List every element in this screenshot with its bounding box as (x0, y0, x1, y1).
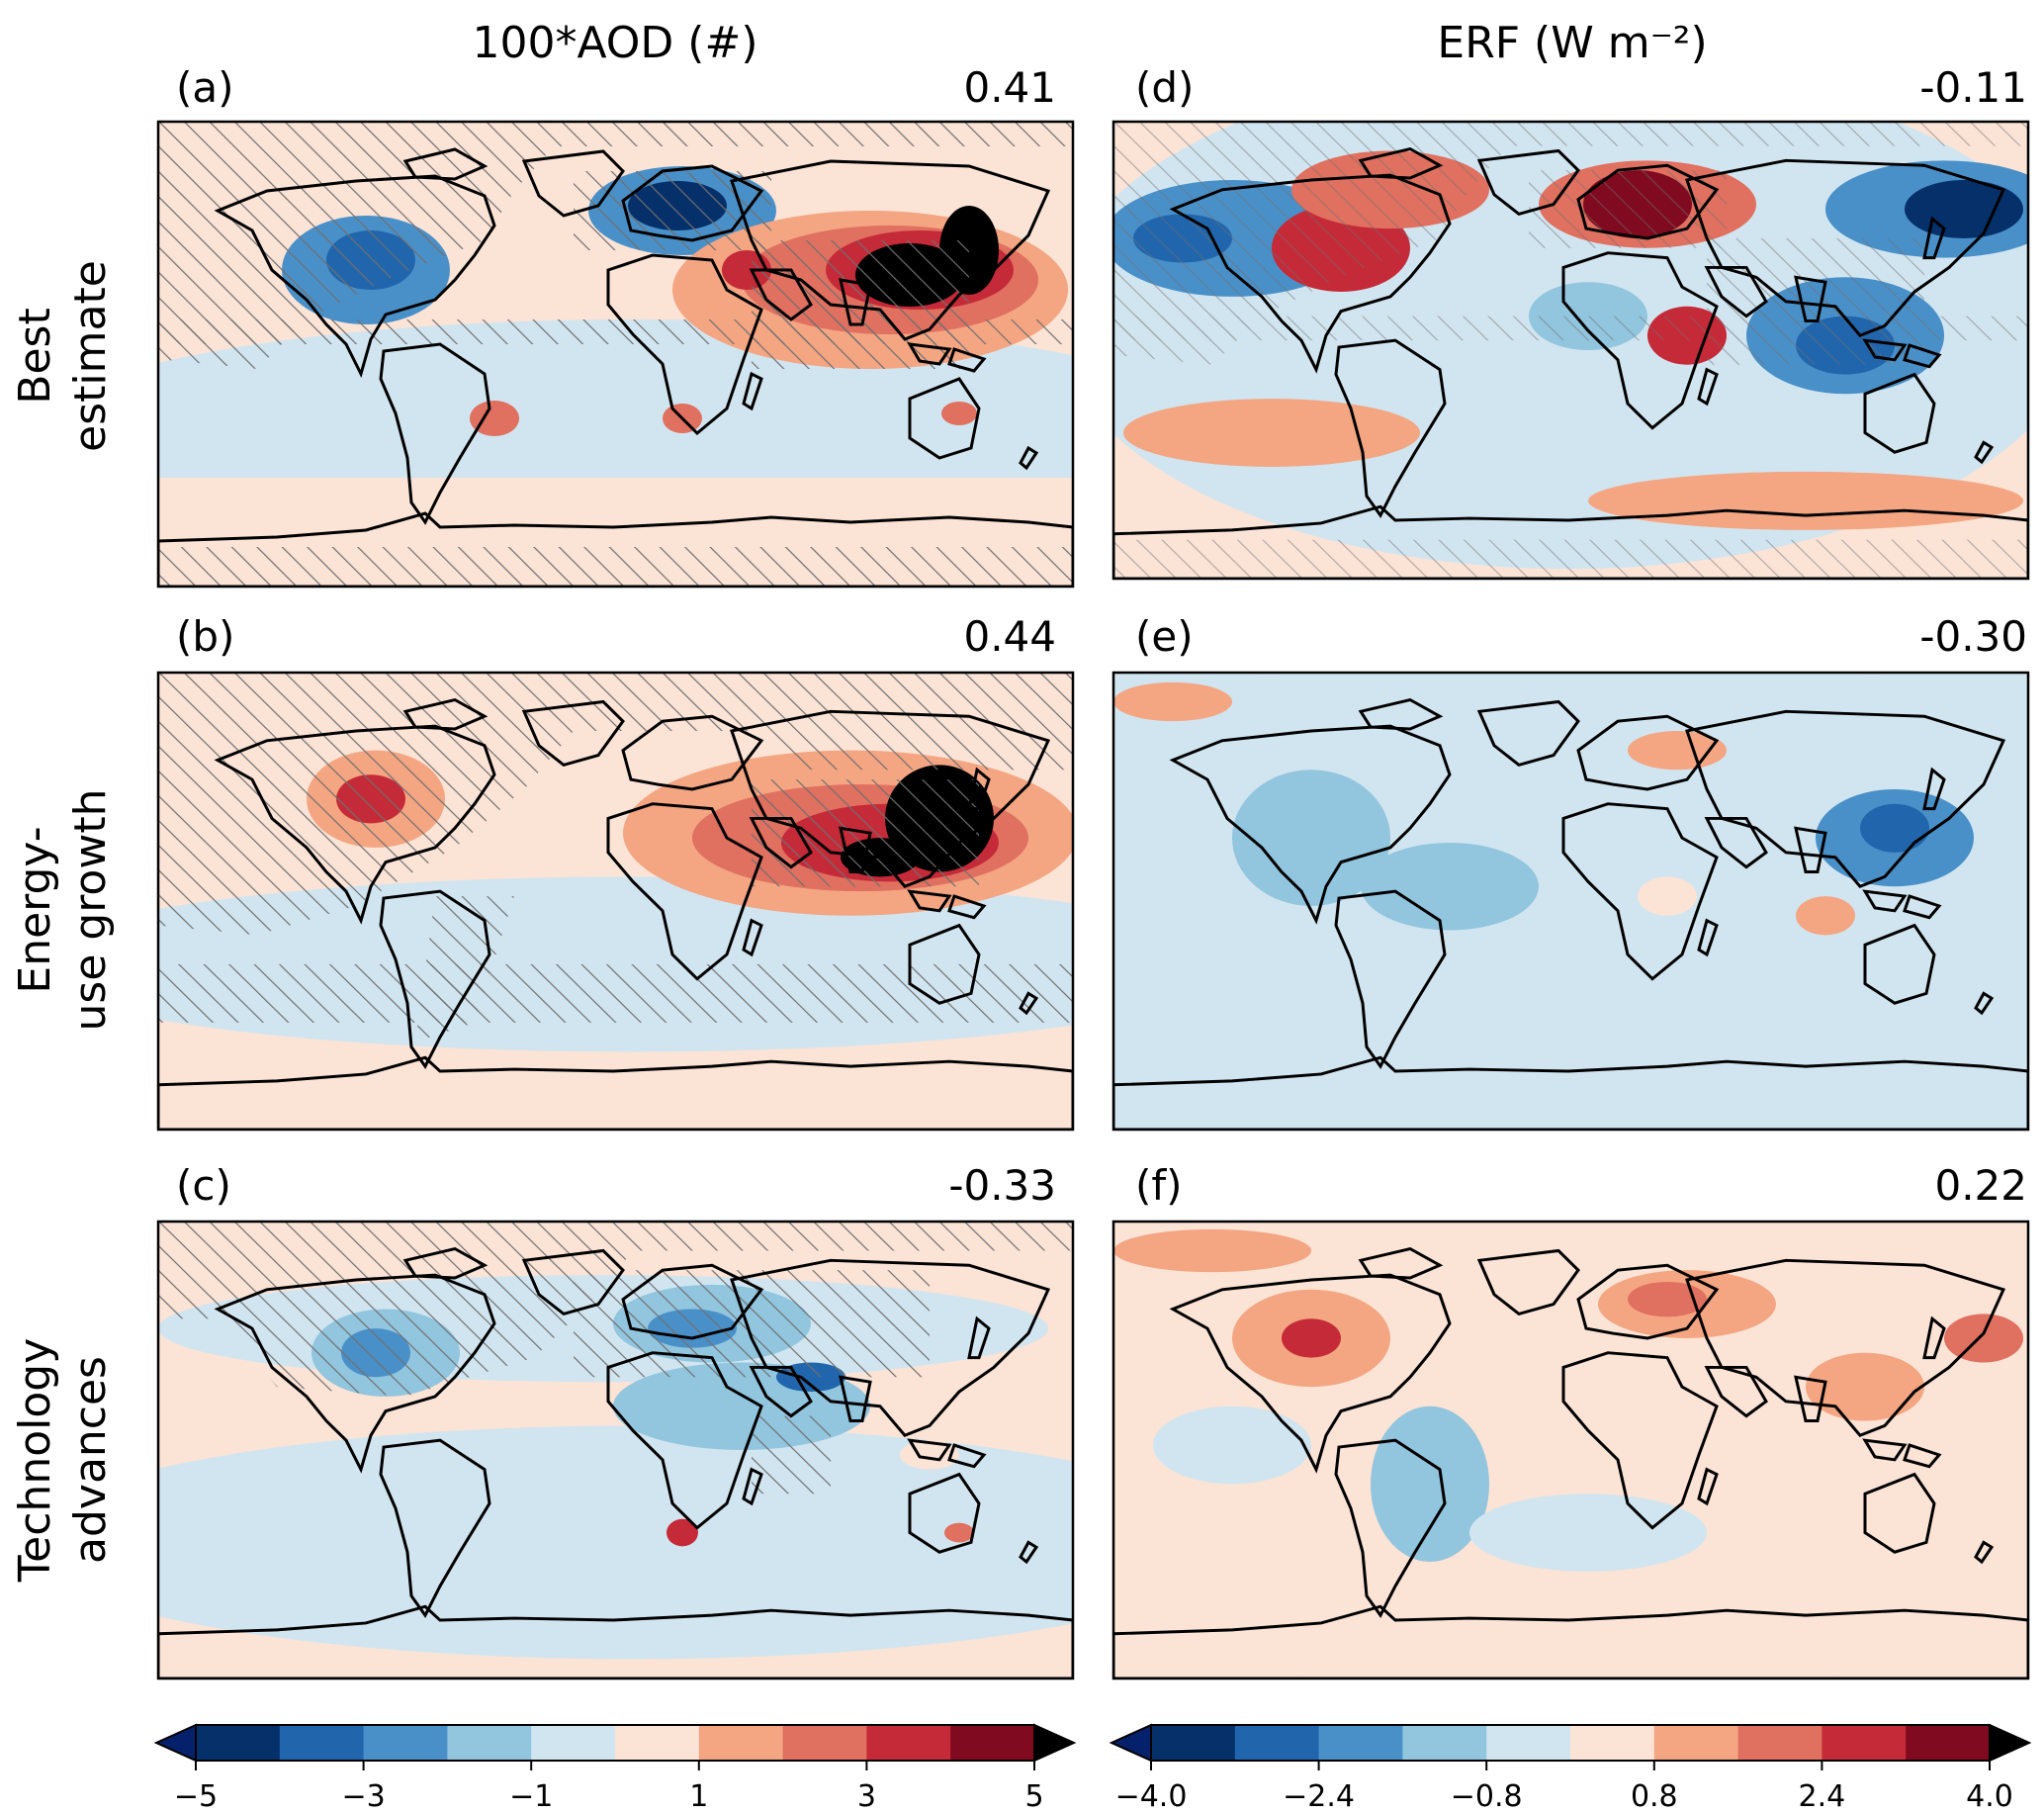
colorbar-aod-tick-label: 1 (689, 1779, 708, 1810)
panel-c-label: (c) (176, 1161, 231, 1210)
panel-a: (a) 0.41 (156, 63, 1075, 589)
panel-e: (e) -0.30 (1111, 612, 2030, 1132)
row-label-energy-use-growth: Energy- use growth (10, 789, 116, 1032)
panel-d-label: (d) (1135, 63, 1194, 112)
colorbar-aod-tick-label: 5 (1024, 1779, 1043, 1810)
colorbar-aod-under-arrow (153, 1723, 197, 1763)
panel-b-label: (b) (176, 612, 234, 661)
colorbar-aod-color-bin (447, 1725, 532, 1761)
panel-d: (d) -0.11 (1111, 63, 2030, 581)
svg-text:Technology: Technology (10, 1338, 60, 1583)
colorbar-erf: −4.0 −2.4 −0.8 0.8 2.4 4.0 (1109, 1723, 2032, 1814)
colorbar-aod-tick-label: −3 (341, 1779, 385, 1810)
colorbar-erf-color-bin (1402, 1725, 1487, 1761)
colorbar-erf-tick-label: −2.4 (1283, 1779, 1355, 1810)
colorbar-erf-tick-label: 0.8 (1631, 1779, 1678, 1810)
panel-e-value: -0.30 (1919, 612, 2027, 661)
colorbar-erf-tick-label: −4.0 (1115, 1779, 1188, 1810)
panel-c-value: -0.33 (948, 1161, 1056, 1210)
svg-text:Best: Best (10, 308, 60, 404)
colorbar-aod-tick-label: −5 (174, 1779, 218, 1810)
svg-text:Energy-: Energy- (10, 826, 60, 993)
colorbar-erf-color-bin (1570, 1725, 1655, 1761)
panel-d-value: -0.11 (1919, 63, 2027, 112)
colorbar-erf-color-bin (1234, 1725, 1320, 1761)
colorbar-aod-color-bin (615, 1725, 700, 1761)
column-title-aod: 100*AOD (#) (472, 18, 757, 68)
colorbar-erf-color-bin (1151, 1725, 1236, 1761)
colorbar-erf-tick-label: 4.0 (1966, 1779, 2013, 1810)
colorbar-aod-outline (195, 1724, 1035, 1762)
colorbar-aod-color-bin (279, 1725, 365, 1761)
colorbar-aod-color-bin (782, 1725, 867, 1761)
panel-c: (c) -0.33 (156, 1161, 1075, 1680)
svg-text:advances: advances (65, 1356, 116, 1564)
colorbar-erf-under-arrow (1109, 1723, 1152, 1763)
panel-b: (b) 0.44 (156, 612, 1075, 1132)
colorbar-erf-tick-label: −0.8 (1451, 1779, 1523, 1810)
colorbar-erf-color-bin (1318, 1725, 1403, 1761)
colorbar-erf-tick-label: 2.4 (1799, 1779, 1846, 1810)
row-label-technology-advances: Technology advances (10, 1338, 116, 1583)
colorbar-erf-color-bin (1486, 1725, 1571, 1761)
colorbar-aod-color-bin (363, 1725, 448, 1761)
colorbar-erf-color-bin (1653, 1725, 1739, 1761)
column-title-erf: ERF (W m⁻²) (1437, 18, 1707, 68)
panel-e-label: (e) (1135, 612, 1194, 661)
colorbar-aod-tick-label: 3 (857, 1779, 876, 1810)
colorbar-erf-color-bin (1906, 1725, 1991, 1761)
colorbar-aod: −5 −3 −1 1 3 5 (153, 1723, 1077, 1814)
colorbar-aod-color-bin (698, 1725, 784, 1761)
colorbar-aod-color-bin (196, 1725, 281, 1761)
panel-b-value: 0.44 (963, 612, 1056, 661)
colorbar-aod-color-bin (531, 1725, 616, 1761)
colorbar-erf-outline (1150, 1724, 1991, 1762)
colorbar-aod-tick-label: −1 (509, 1779, 553, 1810)
colorbar-erf-color-bin (1822, 1725, 1907, 1761)
panel-a-label: (a) (176, 63, 234, 112)
colorbar-erf-color-bin (1737, 1725, 1822, 1761)
panel-f-value: 0.22 (1934, 1161, 2027, 1210)
svg-text:estimate: estimate (65, 260, 116, 452)
panel-f: (f) 0.22 (1111, 1161, 2030, 1680)
panel-f-label: (f) (1135, 1161, 1183, 1210)
colorbar-aod-color-bin (866, 1725, 951, 1761)
colorbar-aod-over-arrow (1033, 1723, 1077, 1763)
panel-a-value: 0.41 (963, 63, 1056, 112)
colorbar-aod-color-bin (950, 1725, 1035, 1761)
svg-text:use growth: use growth (65, 789, 116, 1032)
row-label-best-estimate: Best estimate (10, 260, 116, 452)
colorbar-erf-over-arrow (1989, 1723, 2032, 1763)
